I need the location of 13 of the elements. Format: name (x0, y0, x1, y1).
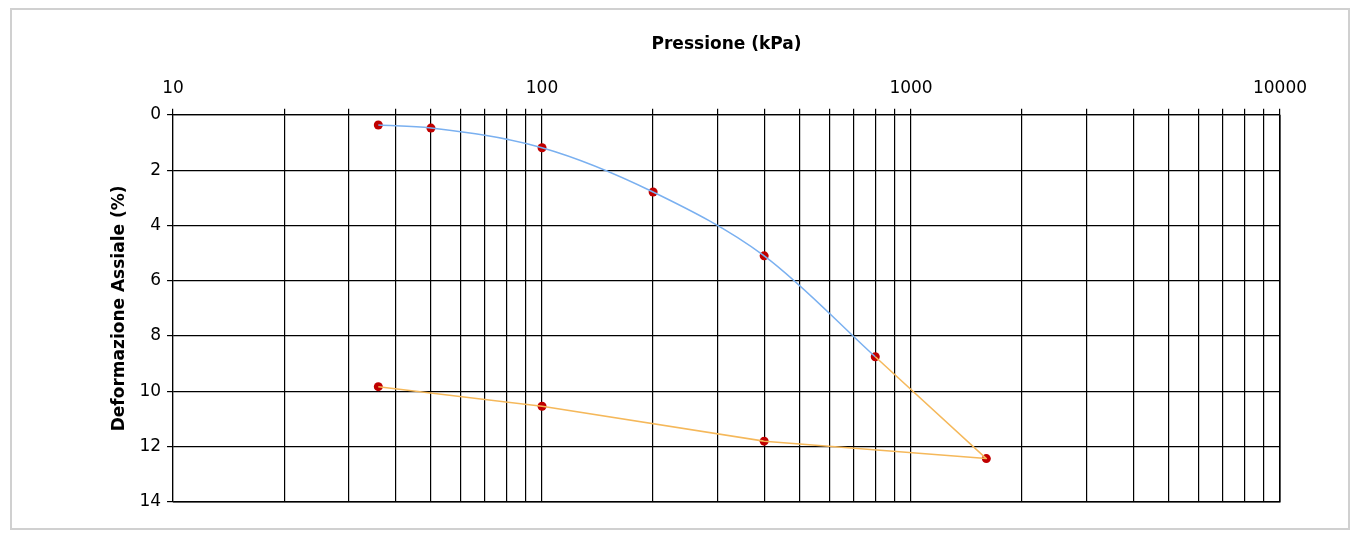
y-tick-label: 8 (150, 324, 162, 345)
x-axis-title: Pressione (kPa) (651, 32, 802, 53)
y-tick-label: 0 (150, 103, 162, 124)
x-tick-label: 10000 (1252, 77, 1308, 98)
y-tick-label: 4 (150, 213, 162, 234)
y-tick-label: 6 (150, 269, 162, 290)
x-tick-label: 1000 (889, 77, 933, 98)
y-axis-title: Deformazione Assiale (%) (107, 185, 128, 432)
x-tick-label: 100 (525, 77, 559, 98)
y-tick-label: 12 (139, 435, 162, 456)
y-tick-label: 14 (139, 490, 162, 511)
y-tick-label: 2 (150, 158, 162, 179)
y-tick-label: 10 (139, 379, 162, 400)
